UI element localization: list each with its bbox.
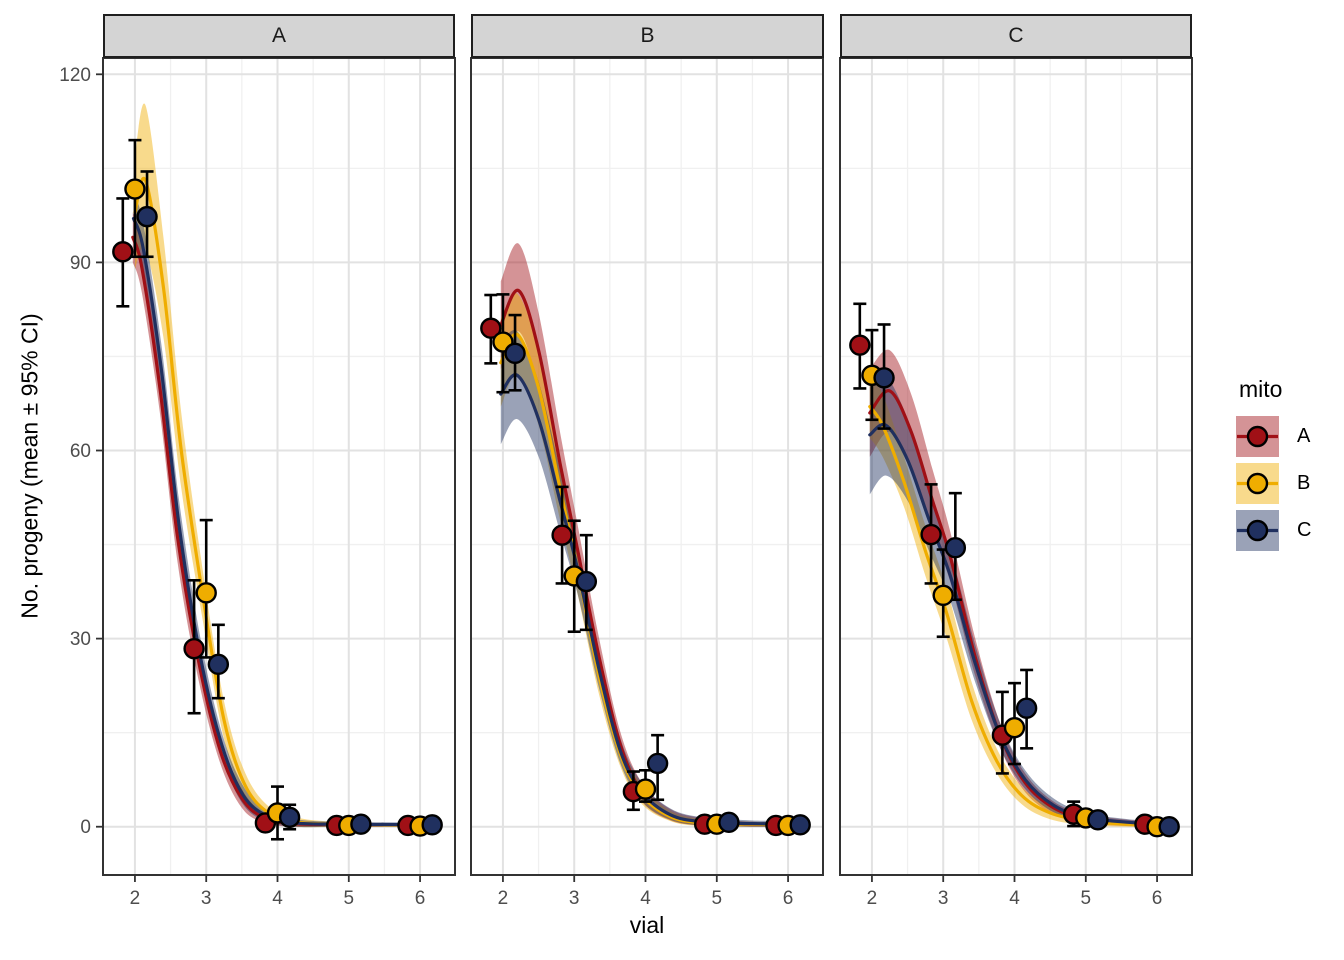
x-tick-label: 3 [938, 888, 949, 909]
data-point-C [207, 653, 230, 676]
y-tick-label: 30 [70, 629, 91, 650]
y-tick-label: 120 [59, 65, 91, 86]
x-tick-label: 6 [1152, 888, 1163, 909]
y-tick-label: 60 [70, 441, 91, 462]
legend-entry: C [1236, 510, 1311, 551]
B-key-glyph [1236, 463, 1279, 504]
data-point-C [789, 814, 811, 836]
data-point-C [504, 342, 526, 365]
data-point-C [873, 367, 895, 389]
legend-entry: A [1236, 416, 1311, 457]
ci-ribbon-A [869, 349, 1172, 827]
legend-label: B [1297, 472, 1311, 494]
smooth-line-B [133, 176, 436, 827]
legend-entry: B [1236, 463, 1311, 504]
ci-ribbon-C [500, 329, 803, 827]
x-axis-title: vial [629, 912, 665, 938]
data-point-B [1003, 716, 1026, 739]
x-tick-label: 4 [640, 888, 651, 909]
data-point-A [112, 241, 134, 263]
legend-key-icon [1236, 416, 1279, 457]
data-point-A [920, 523, 942, 546]
x-tick-label: 3 [201, 888, 212, 909]
facet-strip-a: A [103, 14, 455, 58]
data-point-C [944, 536, 967, 559]
facet-panel: 2 3 4 5 6 [470, 57, 824, 909]
data-point-C [718, 811, 740, 834]
x-tick-label: 5 [343, 888, 354, 909]
C-key-glyph [1236, 510, 1279, 551]
facet-strip-c: C [840, 14, 1192, 58]
smooth-line-A [131, 235, 436, 827]
x-tick-label: 4 [1009, 888, 1020, 909]
facet-strip-label: A [271, 24, 286, 47]
A-key-glyph [1236, 416, 1279, 457]
x-tick-label: 2 [130, 888, 141, 909]
data-point-C [1158, 816, 1180, 838]
x-tick-label: 6 [783, 888, 794, 909]
panel-border [102, 57, 456, 876]
facet-panel: 2 3 4 5 6 [102, 57, 456, 909]
x-tick-label: 2 [498, 888, 509, 909]
panel-border [839, 57, 1193, 876]
y-tick-label: 90 [70, 253, 91, 274]
legend-label: A [1297, 425, 1311, 447]
data-point-A [551, 524, 573, 546]
facet-panel: 2 3 4 5 6 [839, 57, 1193, 909]
ci-ribbon-A [500, 243, 803, 827]
legend-title: mito [1239, 376, 1283, 402]
x-tick-label: 5 [1080, 888, 1091, 909]
data-point-C [1015, 697, 1038, 719]
legend-key-icon [1236, 463, 1279, 504]
x-tick-label: 4 [272, 888, 283, 909]
legend: mito A B C [1236, 376, 1311, 557]
ci-ribbon-C [869, 372, 1172, 827]
x-tick-label: 5 [711, 888, 722, 909]
y-tick-label: 0 [80, 817, 91, 838]
data-point-C [646, 752, 669, 775]
x-tick-label: 3 [569, 888, 580, 909]
data-point-C [1087, 809, 1109, 831]
facet-strip-label: C [1008, 24, 1024, 47]
data-point-C [421, 814, 443, 836]
data-point-B [195, 582, 217, 604]
smooth-line-C [131, 216, 436, 827]
data-point-B [124, 178, 146, 200]
data-point-B [634, 778, 657, 800]
x-tick-label: 2 [867, 888, 878, 909]
data-point-A [183, 637, 205, 660]
data-point-A [480, 317, 502, 339]
data-point-A [849, 334, 871, 356]
ci-ribbon-B [500, 293, 803, 827]
y-axis-title: No. progeny (mean ± 95% CI) [16, 313, 43, 619]
x-tick-label: 6 [415, 888, 426, 909]
data-point-C [136, 205, 158, 228]
ci-ribbon-B [134, 103, 435, 828]
legend-key-icon [1236, 510, 1279, 551]
facet-strip-b: B [471, 14, 824, 58]
data-point-C [278, 806, 301, 829]
data-point-C [575, 570, 598, 593]
panel-border [470, 57, 824, 876]
facet-strip-label: B [640, 24, 655, 47]
legend-label: C [1297, 519, 1312, 541]
data-point-B [932, 584, 954, 607]
data-point-C [350, 813, 372, 835]
